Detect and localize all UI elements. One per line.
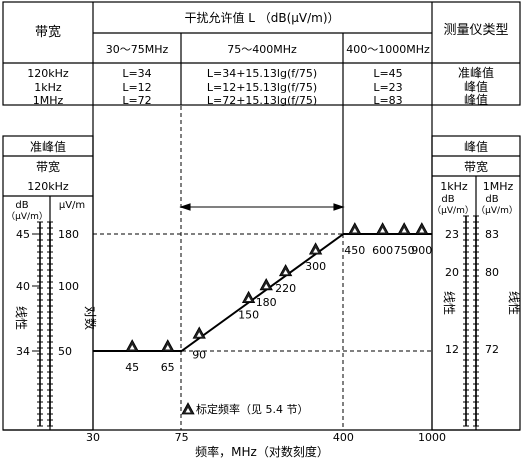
left-uv-label: μV/m — [59, 200, 85, 211]
calibration-marker — [259, 277, 273, 291]
right-scale-b — [473, 215, 479, 427]
row3-bw: 1MHz — [33, 94, 64, 107]
calibration-frequency-label: 900 — [411, 244, 432, 257]
right-tick-b: 72 — [485, 343, 499, 356]
calibration-marker-legend — [181, 402, 195, 415]
calibration-frequency-label: 220 — [275, 282, 296, 295]
left-log-label: 对数 — [83, 306, 98, 330]
right-bw-2: 1MHz — [483, 180, 514, 193]
row1-r2: L=34+15.13lg(f/75) — [207, 67, 317, 80]
x-tick-label: 30 — [86, 431, 100, 444]
right-bw-1: 1kHz — [440, 180, 468, 193]
row2-r2: L=12+15.13lg(f/75) — [207, 81, 317, 94]
range-2: 75～400MHz — [227, 43, 297, 56]
calibration-marker — [397, 222, 411, 235]
row1-bw: 120kHz — [27, 67, 69, 80]
calibration-frequency-label: 450 — [344, 244, 365, 257]
legend-text: 标定频率（见 5.4 节） — [196, 402, 309, 416]
calibration-marker — [308, 242, 323, 255]
row1-det: 准峰值 — [458, 65, 494, 80]
right-tick-a: 23 — [445, 228, 459, 241]
calibration-marker — [348, 222, 362, 235]
row1-r3: L=45 — [373, 67, 402, 80]
row3-det: 峰值 — [464, 92, 488, 107]
calibration-frequency-label: 180 — [256, 296, 277, 309]
calibration-marker — [161, 339, 175, 352]
right-panel-title: 峰值 — [464, 139, 488, 154]
limit-table-frame — [2, 1, 521, 106]
left-db-scale — [37, 221, 43, 427]
row2-r1: L=12 — [122, 81, 151, 94]
span-arrow — [179, 203, 345, 211]
calibration-marker — [375, 222, 390, 235]
left-bw-label: 带宽 — [36, 159, 60, 174]
calibration-marker — [415, 222, 429, 235]
right-db-label-a: dB — [441, 194, 454, 205]
right-linear-label-a: 线性 — [442, 291, 456, 315]
left-bw-value: 120kHz — [27, 180, 69, 193]
right-scale-a — [463, 215, 469, 427]
right-tick-b: 83 — [485, 228, 499, 241]
calibration-frequency-label: 45 — [125, 361, 139, 374]
left-db-tick: 40 — [16, 280, 30, 293]
row1-r1: L=34 — [122, 67, 151, 80]
right-tick-a: 12 — [445, 343, 459, 356]
left-scale-panel — [2, 135, 94, 431]
calibration-frequency-label: 750 — [394, 244, 415, 257]
table-header-limit: 干扰允许值 L （dB(μV/m)） — [184, 10, 339, 25]
x-tick-label: 400 — [333, 431, 354, 444]
row2-r3: L=23 — [373, 81, 402, 94]
calibration-marker — [278, 263, 293, 277]
row2-det: 峰值 — [464, 79, 488, 94]
calibration-frequency-label: 150 — [238, 309, 259, 322]
right-db-label-b: dB — [485, 194, 498, 205]
left-unit-label: （μV/m） — [6, 211, 48, 222]
left-uv-tick: 180 — [58, 228, 79, 241]
left-panel-title: 准峰值 — [30, 139, 66, 154]
calibration-frequency-label: 90 — [192, 348, 206, 361]
left-db-label: dB — [15, 200, 28, 211]
table-header-bandwidth: 带宽 — [35, 24, 61, 40]
row2-bw: 1kHz — [34, 81, 62, 94]
calibration-marker-legend-icon — [181, 402, 195, 415]
row3-r2: L=72+15.13lg(f/75) — [207, 94, 317, 107]
left-uv-tick: 50 — [58, 345, 72, 358]
left-linear-label: 线性 — [14, 306, 28, 330]
calibration-marker — [125, 339, 139, 352]
right-tick-b: 80 — [485, 266, 499, 279]
x-tick-label: 75 — [175, 431, 189, 444]
right-linear-label-b: 线性 — [507, 291, 521, 315]
left-uv-tick: 100 — [58, 280, 79, 293]
right-bw-label: 带宽 — [464, 159, 488, 174]
x-axis-title: 频率，MHz（对数刻度） — [195, 444, 329, 459]
calibration-marker — [192, 326, 206, 339]
right-tick-a: 20 — [445, 266, 459, 279]
left-uv-scale — [47, 221, 53, 427]
table-header-detector: 测量仪类型 — [443, 23, 508, 38]
left-db-tick: 45 — [16, 228, 30, 241]
calibration-frequency-label: 300 — [305, 260, 326, 273]
x-tick-label: 1000 — [418, 431, 446, 444]
row3-r3: L=83 — [373, 94, 402, 107]
calibration-marker — [241, 290, 256, 303]
row3-r1: L=72 — [122, 94, 151, 107]
range-1: 30～75MHz — [106, 43, 169, 56]
right-unit-a: （μV/m） — [432, 205, 474, 216]
calibration-frequency-label: 65 — [161, 361, 175, 374]
range-3: 400～1000MHz — [346, 43, 430, 56]
right-unit-b: （μV/m） — [476, 205, 518, 216]
calibration-frequency-label: 600 — [372, 244, 393, 257]
left-db-tick: 34 — [16, 345, 30, 358]
